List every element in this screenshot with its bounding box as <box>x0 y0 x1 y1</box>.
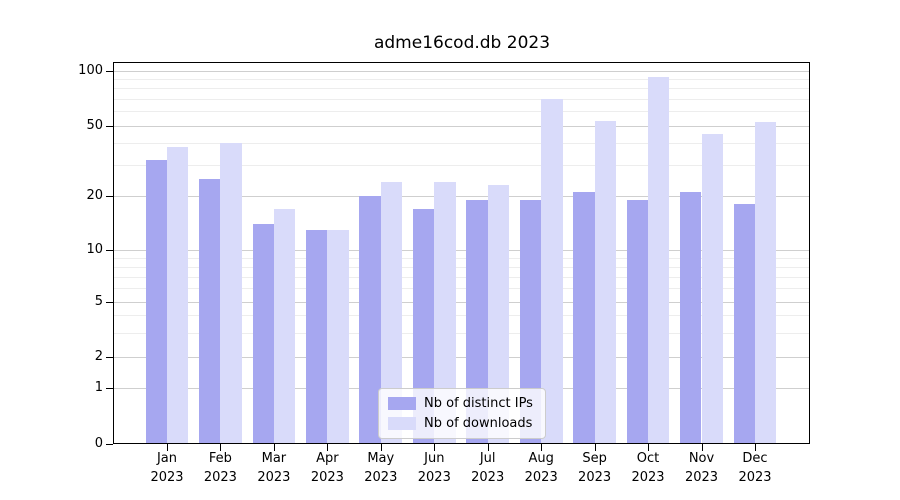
bar-distinct-ips-jul <box>466 200 488 444</box>
bar-downloads-may <box>380 182 403 444</box>
bar-distinct-ips-feb <box>199 178 221 444</box>
minor-gridline <box>114 332 809 334</box>
bar-downloads-feb <box>220 142 242 444</box>
x-tick-label: Sep 2023 <box>578 451 612 485</box>
y-tick-mark <box>106 125 113 127</box>
bar-downloads-aug <box>541 98 563 444</box>
y-tick-mark <box>106 196 113 197</box>
x-tick-label: Dec 2023 <box>738 451 772 485</box>
y-tick-label: 10 <box>86 242 103 257</box>
legend-item-distinct-ips: Nb of distinct IPs <box>388 396 535 411</box>
y-tick-label: 100 <box>78 62 103 78</box>
x-tick-mark <box>220 444 222 451</box>
minor-gridline <box>114 111 809 113</box>
x-tick-mark <box>273 444 275 451</box>
bar-distinct-ips-aug <box>519 200 542 444</box>
legend: Nb of distinct IPs Nb of downloads <box>378 388 546 439</box>
legend-label-downloads: Nb of downloads <box>424 416 533 431</box>
x-tick-label: Mar 2023 <box>257 451 291 485</box>
y-tick-label: 50 <box>86 117 103 133</box>
bar-downloads-apr <box>327 229 349 444</box>
x-tick-mark <box>487 444 489 451</box>
x-tick-label: Feb 2023 <box>203 451 237 485</box>
major-gridline <box>114 250 809 251</box>
x-tick-mark <box>167 444 168 451</box>
x-tick-mark <box>434 444 436 451</box>
legend-swatch-distinct-ips <box>388 397 416 410</box>
major-gridline <box>114 357 809 358</box>
bar-downloads-jun <box>434 182 456 444</box>
chart-title: adme16cod.db 2023 <box>373 33 551 53</box>
y-tick-label: 20 <box>86 188 103 203</box>
major-gridline <box>114 196 809 197</box>
bar-downloads-mar <box>273 208 296 444</box>
y-tick-mark <box>106 70 113 72</box>
minor-gridline <box>114 142 809 144</box>
x-tick-mark <box>327 444 329 451</box>
minor-gridline <box>114 257 809 259</box>
legend-swatch-downloads <box>388 417 416 430</box>
y-tick-mark <box>106 388 113 389</box>
y-tick-label: 5 <box>94 294 103 309</box>
bar-downloads-sep <box>594 120 616 444</box>
minor-gridline <box>114 315 809 317</box>
x-tick-label: Aug 2023 <box>524 451 558 485</box>
minor-gridline <box>114 266 809 268</box>
major-gridline <box>114 125 809 127</box>
bar-downloads-dec <box>755 122 777 444</box>
bar-downloads-jan <box>167 146 189 444</box>
bar-distinct-ips-jan <box>145 159 167 444</box>
x-tick-label: Nov 2023 <box>684 451 719 485</box>
major-gridline <box>114 70 809 72</box>
x-tick-label: Jan 2023 <box>150 451 184 485</box>
x-tick-label: May 2023 <box>364 451 398 485</box>
x-tick-mark <box>541 444 543 451</box>
minor-gridline <box>114 88 809 90</box>
minor-gridline <box>114 98 809 100</box>
legend-item-downloads: Nb of downloads <box>388 416 535 431</box>
minor-gridline <box>114 288 809 290</box>
x-tick-label: Oct 2023 <box>631 451 665 485</box>
minor-gridline <box>114 79 809 80</box>
y-tick-label: 1 <box>94 380 103 395</box>
x-tick-label: Apr 2023 <box>310 451 344 485</box>
x-tick-mark <box>594 444 596 451</box>
bar-downloads-oct <box>648 77 670 444</box>
minor-gridline <box>114 164 809 166</box>
y-tick-mark <box>106 302 113 303</box>
x-tick-mark <box>701 444 703 451</box>
bar-downloads-nov <box>701 133 723 444</box>
x-tick-mark <box>755 444 756 451</box>
bar-distinct-ips-jun <box>412 208 435 444</box>
legend-label-distinct-ips: Nb of distinct IPs <box>424 396 533 411</box>
bar-distinct-ips-sep <box>573 192 595 444</box>
bar-distinct-ips-may <box>359 196 381 444</box>
y-tick-label: 0 <box>94 436 103 451</box>
x-tick-label: Jul 2023 <box>471 451 505 485</box>
bar-distinct-ips-nov <box>680 192 702 444</box>
bar-distinct-ips-dec <box>733 204 755 444</box>
major-gridline <box>114 302 809 303</box>
x-tick-mark <box>648 444 649 451</box>
y-tick-mark <box>106 357 113 358</box>
bar-downloads-jul <box>487 185 510 444</box>
minor-gridline <box>114 276 809 278</box>
x-tick-label: Jun 2023 <box>417 451 451 485</box>
bar-distinct-ips-oct <box>626 200 648 444</box>
x-tick-mark <box>380 444 382 451</box>
y-tick-mark <box>106 250 113 251</box>
bar-distinct-ips-mar <box>252 223 274 444</box>
y-tick-label: 2 <box>94 349 103 364</box>
bar-distinct-ips-apr <box>306 229 328 444</box>
y-tick-mark <box>106 444 113 445</box>
